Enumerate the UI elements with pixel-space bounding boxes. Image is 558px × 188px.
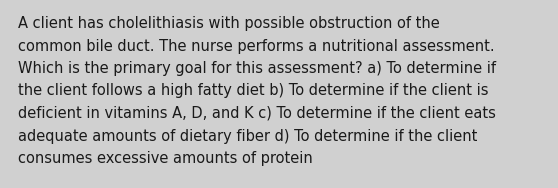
Text: common bile duct. The nurse performs a nutritional assessment.: common bile duct. The nurse performs a n… [18,39,494,54]
Text: the client follows a high fatty diet b) To determine if the client is: the client follows a high fatty diet b) … [18,83,488,99]
Text: deficient in vitamins A, D, and K c) To determine if the client eats: deficient in vitamins A, D, and K c) To … [18,106,496,121]
Text: A client has cholelithiasis with possible obstruction of the: A client has cholelithiasis with possibl… [18,16,440,31]
Text: adequate amounts of dietary fiber d) To determine if the client: adequate amounts of dietary fiber d) To … [18,129,478,143]
Text: Which is the primary goal for this assessment? a) To determine if: Which is the primary goal for this asses… [18,61,496,76]
Text: consumes excessive amounts of protein: consumes excessive amounts of protein [18,151,312,166]
